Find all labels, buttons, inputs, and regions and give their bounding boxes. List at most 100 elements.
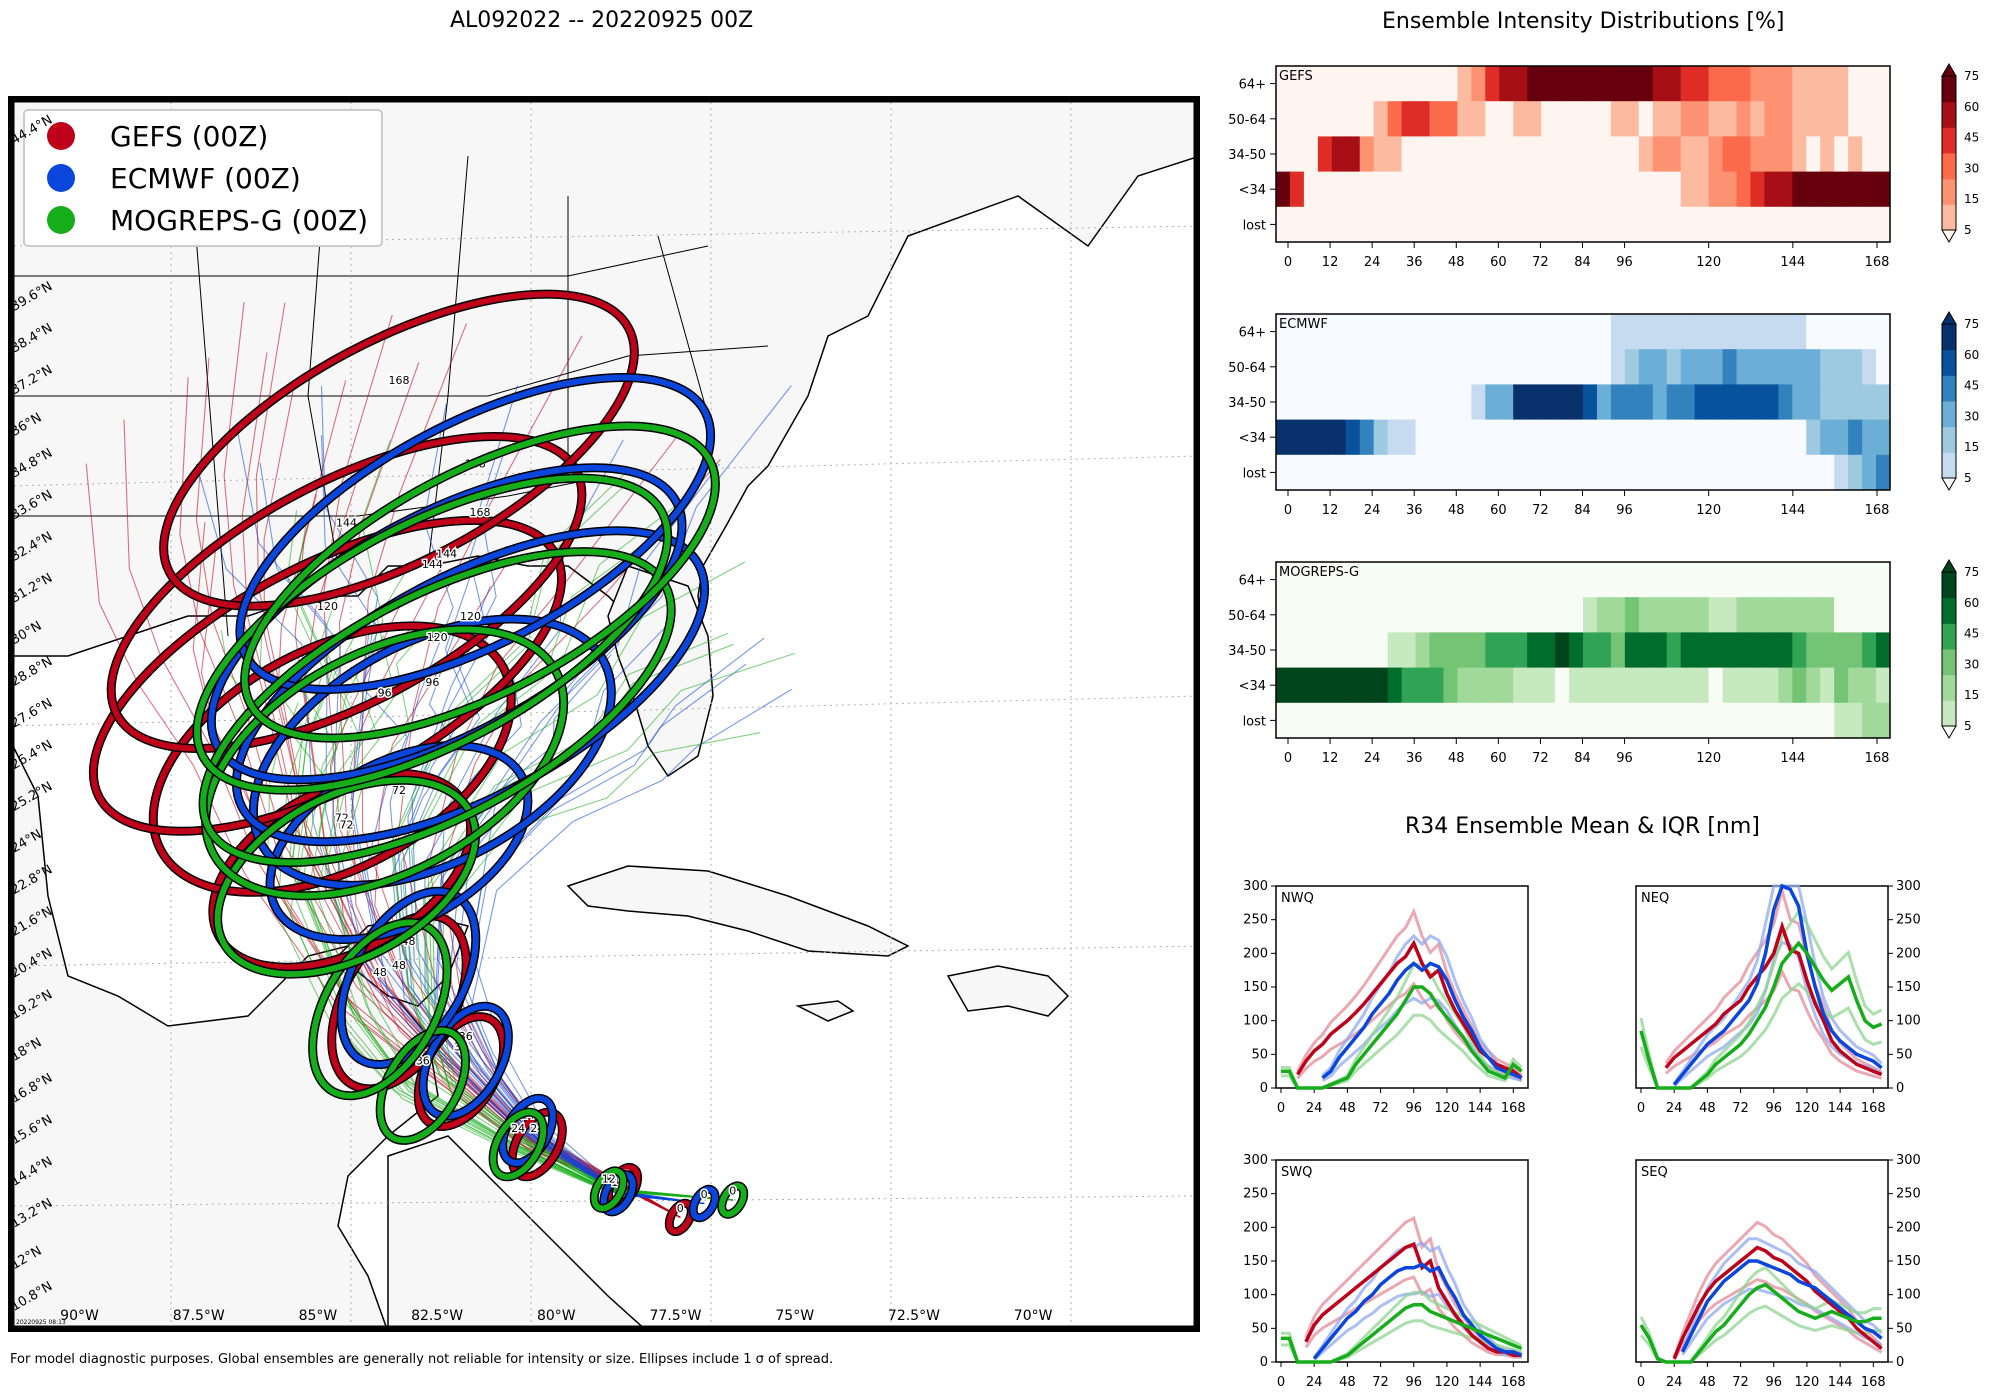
heatmap-cell	[1276, 632, 1291, 669]
heatmap-cell	[1555, 314, 1570, 350]
colorbar-segment	[1942, 452, 1956, 479]
heatmap-cell	[1541, 314, 1556, 350]
heatmap-cell	[1331, 632, 1347, 669]
heatmap-cell	[1359, 136, 1375, 173]
heatmap-cell	[1792, 667, 1807, 704]
lon-label: 72.5°W	[888, 1308, 940, 1324]
heatmap-cell	[1527, 597, 1542, 633]
forecast-hour-label: 24	[511, 1122, 525, 1135]
heatmap-cell	[1471, 667, 1486, 704]
heatmap-cell	[1750, 562, 1765, 598]
heatmap-cell	[1694, 314, 1710, 350]
heatmap-cell	[1331, 454, 1347, 491]
heatmap-cell	[1569, 454, 1584, 491]
heatmap-cell	[1666, 349, 1682, 385]
heatmap-cell	[1541, 171, 1556, 208]
heatmap-cell	[1387, 349, 1403, 385]
heatmap-cell	[1876, 314, 1891, 350]
heatmap-cell	[1457, 171, 1472, 208]
diagnostics-panel: Ensemble Intensity Distributions [%] GEF…	[1228, 9, 1979, 1390]
heatmap-cell	[1792, 632, 1807, 669]
colorbar-tick-label: 30	[1964, 161, 1979, 175]
heatmap-cell	[1513, 419, 1528, 456]
heatmap-cell	[1303, 171, 1319, 208]
heatmap-cell	[1303, 314, 1319, 350]
heatmap-cell	[1820, 101, 1835, 137]
heatmap-cell	[1345, 597, 1361, 633]
heatmap-x-tick-label: 12	[1322, 503, 1339, 518]
ensemble-member-track	[292, 525, 733, 1201]
heatmap-cell	[1527, 419, 1542, 456]
heatmap-cell	[1373, 206, 1389, 243]
heatmap-cell	[1708, 171, 1724, 208]
ensemble-member-track	[390, 474, 733, 1201]
heatmap-cell	[1680, 66, 1696, 102]
heatmap-cell	[1666, 454, 1682, 491]
heatmap-cell	[1471, 314, 1486, 350]
r34-y-tick-label: 200	[1243, 946, 1268, 961]
heatmap-cell	[1680, 562, 1696, 598]
r34-quadrant-label: NWQ	[1281, 891, 1314, 906]
heatmap-cell	[1736, 419, 1751, 456]
r34-neq: 0 50 100 150 200 250 300 0 24 48 72 96 120 144 168 NEQ	[1635, 879, 1921, 1116]
heatmap-cell	[1485, 101, 1500, 137]
forecast-hour-label: 144	[422, 558, 443, 571]
heatmap-cell	[1401, 66, 1417, 102]
heatmap-cell	[1443, 454, 1458, 491]
colorbar-extend-top	[1941, 559, 1957, 573]
heatmap-cell	[1862, 702, 1877, 739]
heatmap-cell	[1820, 66, 1835, 102]
heatmap-cell	[1276, 349, 1291, 385]
heatmap-cell	[1415, 206, 1430, 243]
r34-mean-line	[1312, 1262, 1523, 1360]
heatmap-cell	[1303, 597, 1319, 633]
lon-label: 85°W	[299, 1308, 338, 1324]
heatmap-cell	[1401, 384, 1417, 421]
heatmap-cell	[1722, 136, 1737, 173]
heatmap-cell	[1778, 384, 1793, 421]
heatmap-cell	[1457, 206, 1472, 243]
heatmap-cell	[1694, 454, 1710, 491]
heatmap-cell	[1806, 66, 1821, 102]
heatmap-cell	[1680, 702, 1696, 739]
heatmap-cell	[1429, 349, 1444, 385]
heatmap-cell	[1638, 454, 1654, 491]
heatmap-cell	[1401, 349, 1417, 385]
heatmap-cell	[1569, 384, 1584, 421]
heatmap-x-tick-label: 120	[1696, 255, 1721, 270]
heatmap-cell	[1387, 667, 1403, 704]
heatmap-cell	[1276, 101, 1291, 137]
heatmap-x-tick-label: 24	[1364, 503, 1381, 518]
r34-y-tick-label: 150	[1243, 1254, 1268, 1269]
heatmap-cell	[1499, 597, 1514, 633]
heatmap-cell	[1541, 206, 1556, 243]
heatmap-cell	[1806, 171, 1821, 208]
heatmap-cell	[1513, 454, 1528, 491]
heatmap-cell	[1387, 384, 1403, 421]
heatmap-cell	[1694, 136, 1710, 173]
heatmap-cell	[1289, 349, 1305, 385]
heatmap-cell	[1722, 562, 1737, 598]
heatmap-cell	[1750, 597, 1765, 633]
heatmap-cell	[1583, 314, 1598, 350]
lon-label: 90°W	[60, 1308, 99, 1324]
heatmap-cell	[1331, 597, 1347, 633]
heatmap-cell	[1666, 632, 1682, 669]
heatmap-cell	[1806, 349, 1821, 385]
heatmap-cell	[1415, 632, 1430, 669]
heatmap-cell	[1848, 66, 1863, 102]
heatmap-x-tick-label: 72	[1532, 255, 1549, 270]
r34-x-tick-label: 96	[1405, 1375, 1422, 1390]
heatmap-cell	[1527, 101, 1542, 137]
colorbar-segment	[1942, 700, 1956, 727]
heatmap-x-tick-label: 48	[1448, 751, 1465, 766]
heatmap-cell	[1471, 632, 1486, 669]
heatmap-cell	[1443, 136, 1458, 173]
heatmap-cell	[1862, 314, 1877, 350]
heatmap-cell	[1848, 384, 1863, 421]
heatmap-cell	[1457, 562, 1472, 598]
heatmap-cell	[1778, 562, 1793, 598]
heatmap-cell	[1792, 702, 1807, 739]
heatmap-cell	[1276, 667, 1291, 704]
heatmap-cell	[1289, 562, 1305, 598]
